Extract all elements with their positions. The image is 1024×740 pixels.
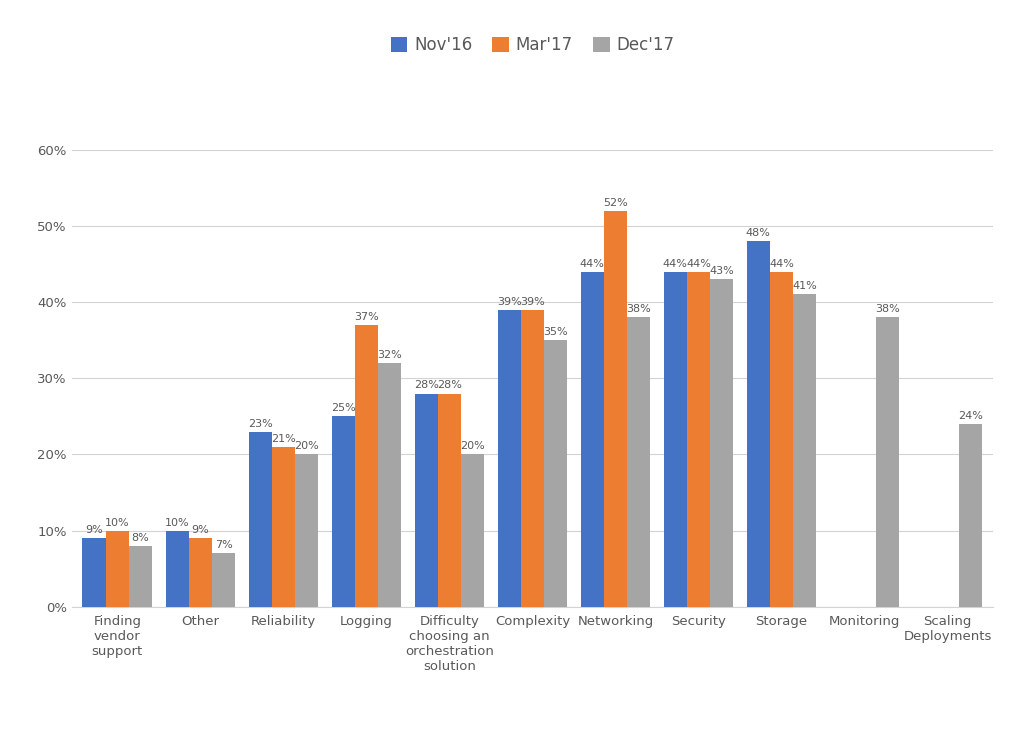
Text: 10%: 10% bbox=[105, 517, 130, 528]
Text: 44%: 44% bbox=[686, 258, 711, 269]
Bar bbox=[794, 295, 816, 607]
Bar bbox=[627, 317, 650, 607]
Bar bbox=[438, 394, 461, 607]
Bar bbox=[521, 310, 544, 607]
Text: 44%: 44% bbox=[663, 258, 688, 269]
Text: 9%: 9% bbox=[191, 525, 209, 535]
Text: 32%: 32% bbox=[377, 350, 402, 360]
Bar bbox=[664, 272, 687, 607]
Text: 20%: 20% bbox=[461, 441, 485, 451]
Bar bbox=[746, 241, 770, 607]
Bar bbox=[83, 538, 105, 607]
Bar bbox=[544, 340, 567, 607]
Text: 37%: 37% bbox=[354, 312, 379, 322]
Bar bbox=[271, 447, 295, 607]
Text: 9%: 9% bbox=[85, 525, 103, 535]
Bar bbox=[711, 279, 733, 607]
Text: 28%: 28% bbox=[414, 380, 438, 391]
Text: 8%: 8% bbox=[132, 533, 150, 543]
Bar bbox=[959, 424, 982, 607]
Text: 25%: 25% bbox=[331, 403, 355, 414]
Bar bbox=[687, 272, 711, 607]
Text: 7%: 7% bbox=[215, 540, 232, 551]
Text: 43%: 43% bbox=[710, 266, 734, 276]
Text: 39%: 39% bbox=[520, 297, 545, 306]
Bar bbox=[770, 272, 794, 607]
Text: 35%: 35% bbox=[544, 327, 568, 337]
Text: 23%: 23% bbox=[248, 419, 272, 428]
Text: 44%: 44% bbox=[580, 258, 605, 269]
Text: 10%: 10% bbox=[165, 517, 189, 528]
Text: 20%: 20% bbox=[294, 441, 319, 451]
Text: 24%: 24% bbox=[958, 411, 983, 421]
Bar bbox=[212, 554, 236, 607]
Bar bbox=[105, 531, 129, 607]
Bar bbox=[188, 538, 212, 607]
Text: 52%: 52% bbox=[603, 198, 628, 208]
Bar bbox=[877, 317, 899, 607]
Bar bbox=[581, 272, 604, 607]
Text: 38%: 38% bbox=[876, 304, 900, 314]
Bar bbox=[332, 417, 354, 607]
Bar bbox=[129, 546, 153, 607]
Text: 21%: 21% bbox=[271, 434, 296, 444]
Text: 48%: 48% bbox=[745, 228, 771, 238]
Text: 38%: 38% bbox=[627, 304, 651, 314]
Legend: Nov'16, Mar'17, Dec'17: Nov'16, Mar'17, Dec'17 bbox=[384, 30, 681, 61]
Bar bbox=[249, 431, 271, 607]
Bar bbox=[604, 211, 627, 607]
Bar bbox=[295, 454, 318, 607]
Text: 28%: 28% bbox=[437, 380, 462, 391]
Text: 41%: 41% bbox=[793, 281, 817, 292]
Text: 39%: 39% bbox=[497, 297, 521, 306]
Bar bbox=[461, 454, 484, 607]
Bar bbox=[166, 531, 188, 607]
Text: 44%: 44% bbox=[769, 258, 794, 269]
Bar bbox=[415, 394, 438, 607]
Bar bbox=[498, 310, 521, 607]
Bar bbox=[354, 325, 378, 607]
Bar bbox=[378, 363, 401, 607]
